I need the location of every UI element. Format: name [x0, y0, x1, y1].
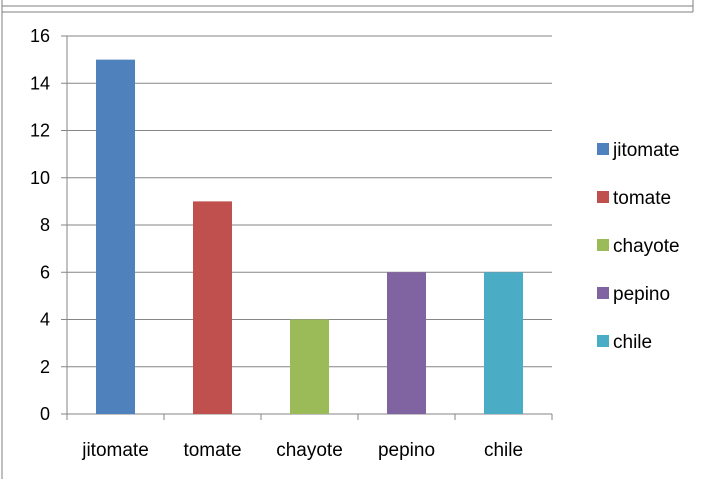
y-tick-label: 6	[40, 262, 50, 282]
legend-label-jitomate: jitomate	[612, 140, 680, 161]
legend-swatch-jitomate	[597, 143, 609, 155]
x-tick-label-chile: chile	[484, 440, 523, 461]
legend-swatch-tomate	[597, 191, 609, 203]
bars	[96, 59, 523, 414]
legend-label-tomate: tomate	[613, 188, 671, 209]
y-tick-label: 8	[40, 215, 50, 235]
legend-swatch-chayote	[597, 239, 609, 251]
legend-label-chile: chile	[613, 332, 652, 353]
y-tick-label: 4	[40, 310, 50, 330]
y-tick-label: 12	[30, 121, 50, 141]
legend: jitomate tomate chayote pepino chile	[597, 140, 680, 353]
bar-tomate	[193, 201, 232, 414]
legend-swatch-chile	[597, 335, 609, 347]
y-tick-label: 16	[30, 26, 50, 46]
x-tick-label-jitomate: jitomate	[81, 440, 149, 461]
x-tick-labels: jitomate tomate chayote pepino chile	[81, 440, 523, 461]
bar-chile	[484, 272, 523, 414]
bar-jitomate	[96, 59, 135, 414]
gridlines	[67, 35, 552, 368]
y-tick-labels: 0 2 4 6 8 10 12 14 16	[30, 26, 50, 424]
y-tick-label: 10	[30, 168, 50, 188]
y-tick-label: 0	[40, 404, 50, 424]
bar-chayote	[290, 319, 329, 414]
legend-label-pepino: pepino	[613, 284, 670, 305]
legend-swatch-pepino	[597, 287, 609, 299]
x-tick-label-chayote: chayote	[276, 440, 343, 461]
y-tick-label: 2	[40, 357, 50, 377]
legend-label-chayote: chayote	[613, 236, 680, 257]
x-tick-label-pepino: pepino	[378, 440, 435, 461]
y-tick-label: 14	[30, 73, 50, 93]
bar-pepino	[387, 272, 426, 414]
x-tick-label-tomate: tomate	[183, 440, 241, 461]
